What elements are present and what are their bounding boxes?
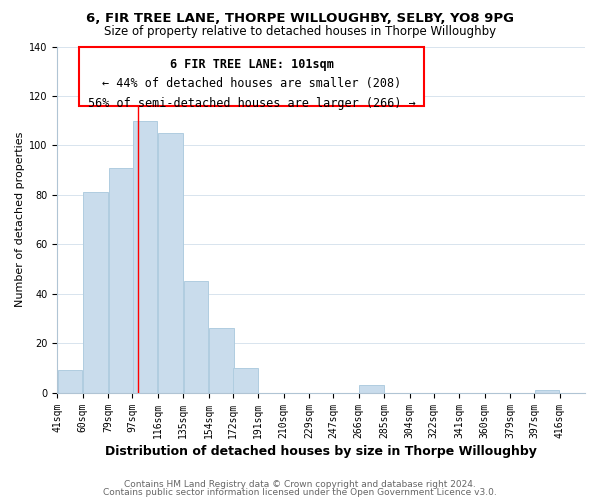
- Bar: [233, 368, 258, 392]
- Text: 6, FIR TREE LANE, THORPE WILLOUGHBY, SELBY, YO8 9PG: 6, FIR TREE LANE, THORPE WILLOUGHBY, SEL…: [86, 12, 514, 26]
- Text: Size of property relative to detached houses in Thorpe Willoughby: Size of property relative to detached ho…: [104, 25, 496, 38]
- Y-axis label: Number of detached properties: Number of detached properties: [15, 132, 25, 307]
- Text: 56% of semi-detached houses are larger (266) →: 56% of semi-detached houses are larger (…: [88, 97, 415, 110]
- Text: ← 44% of detached houses are smaller (208): ← 44% of detached houses are smaller (20…: [102, 78, 401, 90]
- Bar: [109, 168, 133, 392]
- Bar: [58, 370, 82, 392]
- Bar: [83, 192, 108, 392]
- Bar: [184, 282, 208, 393]
- Text: Contains HM Land Registry data © Crown copyright and database right 2024.: Contains HM Land Registry data © Crown c…: [124, 480, 476, 489]
- Bar: [133, 120, 157, 392]
- Bar: [535, 390, 559, 392]
- Text: Contains public sector information licensed under the Open Government Licence v3: Contains public sector information licen…: [103, 488, 497, 497]
- Bar: [209, 328, 233, 392]
- Bar: [158, 133, 183, 392]
- Text: 6 FIR TREE LANE: 101sqm: 6 FIR TREE LANE: 101sqm: [170, 58, 334, 70]
- X-axis label: Distribution of detached houses by size in Thorpe Willoughby: Distribution of detached houses by size …: [105, 444, 537, 458]
- FancyBboxPatch shape: [79, 46, 424, 106]
- Bar: [359, 385, 383, 392]
